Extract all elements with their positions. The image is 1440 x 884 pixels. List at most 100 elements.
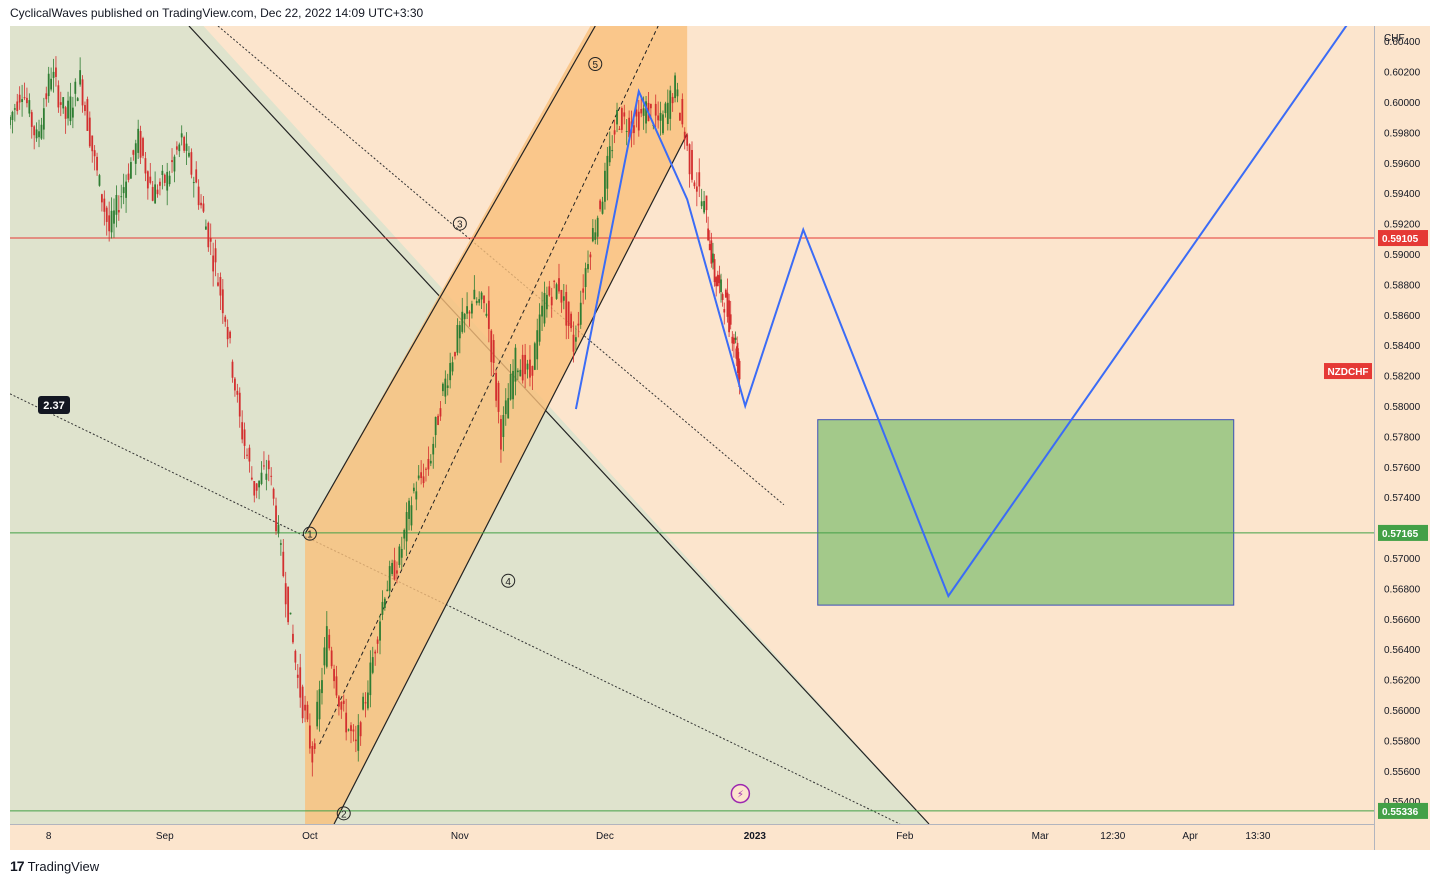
candle-body bbox=[642, 108, 645, 116]
channel-upper-line[interactable] bbox=[304, 26, 596, 534]
projected-wave-path[interactable] bbox=[574, 26, 1355, 599]
candle-body bbox=[151, 186, 154, 201]
candle-body bbox=[316, 701, 319, 727]
candle-body bbox=[524, 354, 527, 375]
candle-body bbox=[686, 134, 689, 146]
candle-body bbox=[304, 704, 306, 711]
wave-label-1: 1 bbox=[307, 530, 313, 541]
target-zone-box[interactable] bbox=[817, 419, 1235, 606]
y-tick-label: 0.58200 bbox=[1384, 372, 1421, 383]
dotted-trend-line[interactable] bbox=[217, 26, 785, 506]
candle-body bbox=[35, 129, 38, 139]
y-tick-label: 0.58400 bbox=[1384, 341, 1421, 352]
candle-body bbox=[45, 93, 48, 100]
wedge-upper-line[interactable] bbox=[188, 26, 930, 825]
events-lightning-icon[interactable] bbox=[730, 783, 751, 804]
candle-body bbox=[463, 313, 466, 320]
candle-body bbox=[18, 94, 21, 103]
support-price-tag-box bbox=[1378, 524, 1428, 541]
chart-pane[interactable]: 1 2 3 4 5 2.37 ⚡ CHF 0.60400 0.60200 0.60000 0.5980… bbox=[10, 26, 1430, 850]
candle-body bbox=[666, 102, 669, 125]
wedge-lower-dotted-line[interactable] bbox=[10, 393, 901, 825]
candle-body bbox=[347, 729, 350, 731]
candle-body bbox=[403, 529, 406, 539]
candle-body bbox=[391, 562, 394, 574]
channel-median-line[interactable] bbox=[319, 26, 659, 745]
candle-body bbox=[659, 112, 662, 121]
wave-label-5: 5 bbox=[592, 60, 598, 71]
candle-body bbox=[243, 429, 246, 446]
footer[interactable]: 17 TradingView bbox=[10, 858, 99, 874]
candle-body bbox=[229, 331, 231, 339]
candle-body bbox=[84, 105, 86, 112]
candle-body bbox=[275, 505, 277, 532]
channel-lower-line[interactable] bbox=[333, 133, 688, 825]
candle-body bbox=[161, 170, 164, 176]
candle-body bbox=[599, 200, 601, 210]
candle-body bbox=[33, 126, 36, 136]
candle-body bbox=[308, 725, 311, 749]
candle-body bbox=[625, 130, 628, 132]
candle-body bbox=[698, 172, 701, 187]
candle-body bbox=[323, 647, 326, 666]
candle-body bbox=[166, 171, 169, 191]
candle-body bbox=[567, 301, 570, 326]
y-tick-label: 0.58000 bbox=[1384, 402, 1421, 413]
candle-body bbox=[122, 187, 125, 194]
x-tick-label: 12:30 bbox=[1100, 831, 1125, 842]
symbol-tag-box bbox=[1324, 363, 1372, 380]
candle-body bbox=[270, 475, 273, 477]
candle-body bbox=[171, 160, 173, 163]
candle-body bbox=[550, 296, 553, 306]
candle-body bbox=[284, 583, 287, 605]
candle-body bbox=[703, 201, 705, 213]
x-tick-label: Oct bbox=[302, 831, 318, 842]
candle-body bbox=[354, 739, 357, 742]
y-tick-label: 0.57000 bbox=[1384, 554, 1421, 565]
candle-body bbox=[558, 278, 560, 292]
candle-body bbox=[163, 174, 166, 183]
candle-body bbox=[197, 186, 200, 206]
candle-body bbox=[250, 477, 253, 480]
y-tick-label: 0.58600 bbox=[1384, 311, 1421, 322]
candle-body bbox=[202, 203, 205, 212]
candle-body bbox=[345, 712, 348, 733]
candle-body bbox=[691, 149, 693, 180]
candle-body bbox=[289, 612, 292, 615]
candle-body bbox=[98, 175, 101, 186]
candle-body bbox=[374, 651, 377, 654]
lightning-glyph: ⚡ bbox=[737, 790, 744, 801]
candle-body bbox=[253, 481, 256, 496]
wave-label-3: 3 bbox=[457, 220, 463, 231]
y-tick-label: 0.57400 bbox=[1384, 493, 1421, 504]
candle-body bbox=[623, 112, 626, 117]
candle-body bbox=[601, 201, 604, 214]
candle-body bbox=[504, 400, 507, 415]
candle-body bbox=[541, 305, 543, 317]
x-tick-label: Apr bbox=[1182, 831, 1198, 842]
candle-body bbox=[219, 277, 222, 296]
y-tick-label: 0.58800 bbox=[1384, 280, 1421, 291]
y-tick-label: 0.57600 bbox=[1384, 463, 1421, 474]
candle-body bbox=[10, 116, 11, 126]
candle-body bbox=[74, 81, 77, 94]
candle-body bbox=[737, 348, 739, 374]
resistance-price-tag: 0.59105 bbox=[1382, 234, 1419, 245]
tradingview-logo-icon: 17 bbox=[10, 858, 25, 874]
candle-body bbox=[195, 169, 198, 183]
candle-body bbox=[38, 131, 40, 138]
candle-body bbox=[618, 128, 621, 130]
candle-body bbox=[292, 633, 294, 643]
candle-body bbox=[241, 422, 244, 440]
candle-body bbox=[478, 299, 481, 303]
candle-body bbox=[209, 238, 212, 242]
candle-body bbox=[226, 326, 229, 340]
candle-body bbox=[214, 248, 217, 263]
candle-body bbox=[611, 150, 614, 152]
candle-body bbox=[738, 360, 741, 380]
candle-body bbox=[59, 102, 62, 105]
candle-body bbox=[429, 460, 432, 464]
candle-body bbox=[671, 96, 674, 104]
candle-body bbox=[64, 107, 67, 119]
